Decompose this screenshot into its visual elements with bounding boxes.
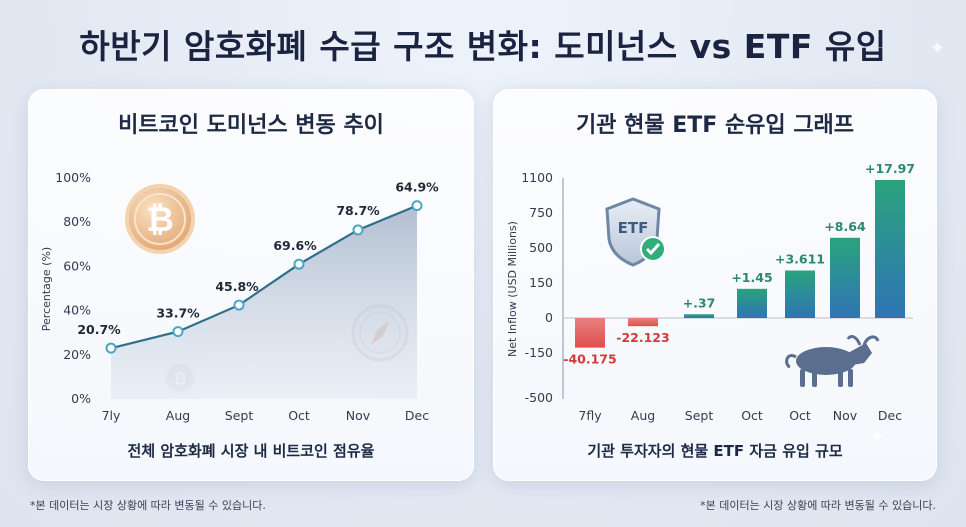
bar-data-label: -40.175	[563, 352, 616, 367]
bar-data-label: -22.123	[616, 330, 669, 345]
page-title: 하반기 암호화폐 수급 구조 변화: 도미넌스 vs ETF 유입	[79, 27, 887, 66]
x-tick-label: 7fly	[578, 408, 602, 423]
dominance-data-label: 20.7%	[77, 322, 121, 337]
dominance-line	[110, 204, 418, 350]
bar-data-label: +17.97	[865, 161, 915, 176]
x-tick-label: Aug	[166, 408, 190, 423]
dominance-point	[105, 342, 117, 354]
dominance-point	[411, 200, 423, 212]
etf-inflow-chart-title: 기관 현물 ETF 순유입 그래프	[575, 113, 855, 138]
y-tick-label: 750	[529, 205, 553, 220]
y-tick-label: 40%	[63, 303, 91, 318]
dominance-data-label: 33.7%	[156, 306, 200, 321]
x-tick-label: Dec	[405, 408, 429, 423]
y-tick-label: 150	[529, 275, 553, 290]
dominance-data-label: 69.6%	[273, 238, 317, 253]
svg-text:ETF: ETF	[618, 219, 649, 237]
y-tick-label: 60%	[63, 258, 91, 273]
footnote-right: *본 데이터는 시장 상황에 따라 변동될 수 있습니다.	[700, 499, 936, 512]
x-tick-label: Oct	[789, 408, 811, 423]
x-tick-label: Nov	[833, 408, 858, 423]
bar-data-label: +.37	[683, 295, 716, 310]
bull-icon	[785, 335, 880, 387]
inflow-bar	[684, 314, 714, 318]
x-tick-label: Nov	[346, 408, 371, 423]
y-tick-label: 0	[545, 310, 553, 325]
dominance-area	[111, 205, 417, 399]
x-tick-label: Sept	[225, 408, 254, 423]
x-tick-label: Oct	[288, 408, 310, 423]
etf-inflow-chart-card: 기관 현물 ETF 순유입 그래프 ETF	[493, 89, 937, 481]
sparkle-icon: ✦	[868, 425, 887, 450]
x-tick-label: Sept	[685, 408, 714, 423]
y-tick-label: 80%	[63, 214, 91, 229]
inflow-bar	[737, 288, 767, 318]
inflow-bar	[830, 237, 860, 318]
etf-inflow-chart-caption: 기관 투자자의 현물 ETF 자금 유입 규모	[587, 442, 843, 460]
y-axis-title: Net Inflow (USD Millions)	[506, 221, 519, 357]
x-tick-label: Dec	[878, 408, 902, 423]
y-tick-label: 20%	[63, 347, 91, 362]
y-axis-title: Percentage (%)	[40, 247, 53, 331]
inflow-bar	[875, 180, 905, 318]
bitcoin-coin-icon: ₿	[125, 184, 195, 254]
dominance-chart-title: 비트코인 도미넌스 변동 추이	[118, 113, 384, 138]
sparkle-icon: ✦	[930, 38, 946, 59]
outflow-bar	[575, 318, 605, 348]
dominance-point	[293, 258, 305, 270]
etf-shield-icon: ETF	[605, 197, 666, 267]
bar-data-label: +3.611	[775, 252, 825, 267]
y-tick-label: -500	[525, 390, 553, 405]
bar-data-label: +8.64	[824, 219, 866, 234]
y-tick-label: -150	[525, 345, 553, 360]
x-tick-label: 7ly	[102, 408, 121, 423]
outflow-bar	[628, 318, 658, 327]
dominance-data-label: 78.7%	[336, 203, 380, 218]
dominance-data-label: 45.8%	[215, 279, 259, 294]
dominance-chart-card: 비트코인 도미넌스 변동 추이 ₿ ₿	[28, 89, 474, 481]
x-tick-label: Aug	[631, 408, 655, 423]
y-tick-label: 0%	[71, 391, 91, 406]
y-tick-label: 500	[529, 240, 553, 255]
dominance-point	[172, 326, 184, 338]
svg-text:₿: ₿	[146, 200, 174, 240]
dominance-point	[352, 224, 364, 236]
dominance-chart: ₿ ₿ 0%20%40%60%80%100%Percentage (%)20.7…	[40, 170, 439, 423]
dominance-chart-caption: 전체 암호화폐 시장 내 비트코인 점유율	[127, 442, 375, 460]
bar-data-label: +1.45	[731, 270, 772, 285]
y-tick-label: 1100	[521, 170, 553, 185]
dominance-data-label: 64.9%	[395, 180, 439, 195]
x-tick-label: Oct	[741, 408, 763, 423]
footnote-left: *본 데이터는 시장 상황에 따라 변동될 수 있습니다.	[30, 499, 266, 512]
y-tick-label: 100%	[55, 170, 91, 185]
dominance-point	[233, 299, 245, 311]
etf-inflow-chart: ETF 1100 750 500 150 0 -150 -500 Net Inflow (US…	[506, 161, 915, 423]
inflow-bar	[785, 270, 815, 318]
